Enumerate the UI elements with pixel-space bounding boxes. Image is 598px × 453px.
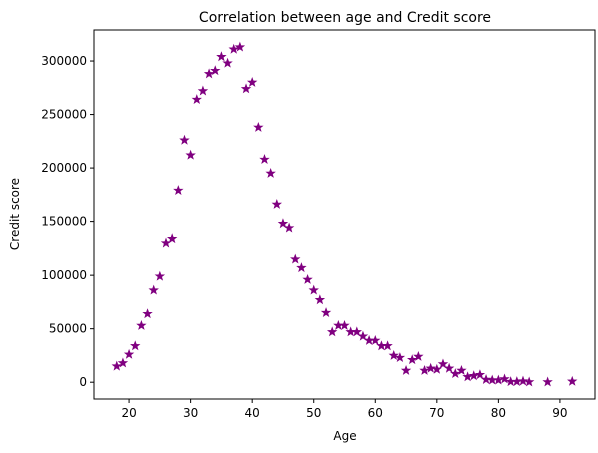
data-point xyxy=(240,83,252,94)
data-point xyxy=(277,218,289,229)
data-point xyxy=(314,294,326,305)
data-point xyxy=(425,362,436,373)
x-axis-ticks: 20 30 40 50 60 70 80 90 xyxy=(121,399,568,420)
data-point xyxy=(203,68,215,79)
data-point xyxy=(148,284,159,295)
data-point xyxy=(480,374,492,384)
data-point xyxy=(117,357,129,368)
data-point xyxy=(197,85,209,96)
data-point xyxy=(234,41,246,52)
x-tick-label: 20 xyxy=(121,406,136,420)
x-tick-label: 80 xyxy=(491,406,506,420)
y-tick-label: 300000 xyxy=(41,54,87,68)
plot-frame xyxy=(93,29,596,400)
data-point xyxy=(339,319,350,330)
data-point xyxy=(351,326,363,337)
y-tick-label: 250000 xyxy=(41,108,87,122)
data-point xyxy=(437,358,449,369)
y-tick-label: 200000 xyxy=(41,161,87,175)
x-axis-label: Age xyxy=(333,429,356,443)
data-point xyxy=(443,362,455,373)
data-point xyxy=(210,65,221,76)
x-tick-label: 60 xyxy=(368,406,383,420)
data-point xyxy=(567,375,578,386)
x-tick-label: 90 xyxy=(552,406,567,420)
data-point xyxy=(173,185,184,196)
data-point xyxy=(265,167,276,178)
data-point xyxy=(400,364,412,375)
data-point xyxy=(499,373,510,384)
y-tick-label: 150000 xyxy=(41,215,87,229)
x-tick-label: 40 xyxy=(245,406,260,420)
data-point xyxy=(142,308,153,319)
data-point xyxy=(517,375,529,386)
data-point xyxy=(191,94,202,105)
data-point xyxy=(271,199,283,209)
data-point xyxy=(523,376,535,387)
chart-title: Correlation between age and Credit score xyxy=(199,10,491,26)
data-point xyxy=(222,57,233,68)
data-point xyxy=(160,237,172,248)
data-point xyxy=(413,351,424,361)
data-point xyxy=(154,270,166,281)
x-tick-label: 30 xyxy=(183,406,198,420)
data-point xyxy=(259,154,270,164)
plot-area xyxy=(94,30,595,399)
data-point xyxy=(326,326,338,337)
data-point xyxy=(542,376,553,387)
data-point xyxy=(246,76,258,87)
data-point xyxy=(388,349,399,360)
x-tick-label: 50 xyxy=(306,406,321,420)
data-point xyxy=(216,51,227,62)
data-point xyxy=(290,253,301,264)
y-axis-label: Credit score xyxy=(8,178,22,250)
y-tick-label: 50000 xyxy=(49,322,87,336)
y-tick-label: 0 xyxy=(79,375,87,389)
data-points xyxy=(111,41,578,387)
data-point xyxy=(136,319,147,330)
data-point xyxy=(406,354,418,365)
data-point xyxy=(111,360,122,371)
data-point xyxy=(179,134,190,145)
data-point xyxy=(283,222,295,233)
data-point xyxy=(450,368,461,379)
data-point xyxy=(130,340,141,351)
data-point xyxy=(228,43,239,54)
data-point xyxy=(308,284,319,295)
data-point xyxy=(253,121,264,132)
data-point xyxy=(185,149,196,160)
y-axis-ticks: 0 50000 100000 150000 200000 250000 300000 xyxy=(41,54,94,389)
x-tick-label: 70 xyxy=(429,406,444,420)
data-point xyxy=(357,330,369,341)
data-point xyxy=(370,334,381,345)
y-tick-label: 100000 xyxy=(41,268,87,282)
data-point xyxy=(302,273,313,284)
data-point xyxy=(166,233,178,244)
data-point xyxy=(419,364,430,375)
data-point xyxy=(456,364,467,375)
data-point xyxy=(394,352,406,362)
data-point xyxy=(474,369,486,380)
data-point xyxy=(123,348,135,359)
data-point xyxy=(320,307,332,318)
data-point xyxy=(382,340,393,351)
data-point xyxy=(296,262,307,273)
